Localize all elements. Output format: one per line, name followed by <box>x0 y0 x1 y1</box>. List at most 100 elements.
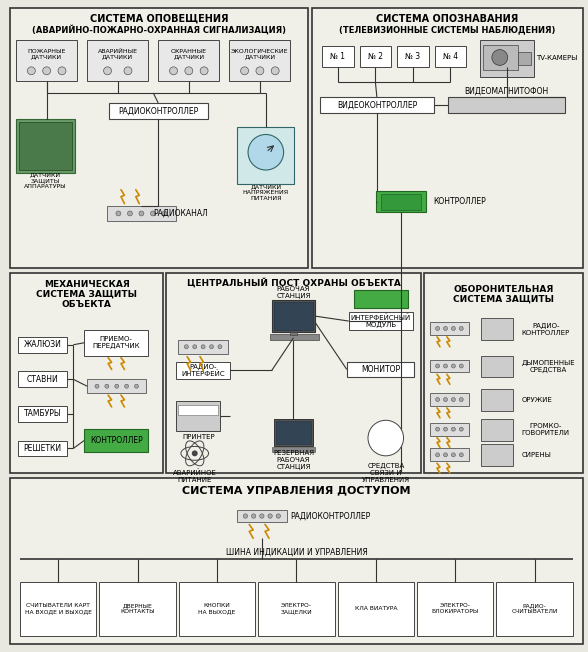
Bar <box>10 273 163 473</box>
Circle shape <box>436 453 440 457</box>
Circle shape <box>459 453 463 457</box>
Text: ОРУЖИЕ: ОРУЖИЕ <box>522 397 552 403</box>
Bar <box>430 359 469 372</box>
Circle shape <box>209 345 213 349</box>
Text: АВАРИЙНОЕ
ПИТАНИЕ: АВАРИЙНОЕ ПИТАНИЕ <box>173 469 216 483</box>
Text: ВИДЕОКОНТРОЛЛЕР: ВИДЕОКОНТРОЛЛЕР <box>337 100 417 110</box>
Text: ЖАЛЮЗИ: ЖАЛЮЗИ <box>24 340 62 349</box>
Bar <box>87 379 146 393</box>
Bar <box>272 447 315 452</box>
Bar <box>18 372 68 387</box>
Circle shape <box>193 345 197 349</box>
Text: СИРЕНЫ: СИРЕНЫ <box>522 452 552 458</box>
Text: РАДИО-
ИНТЕРФЕЙС: РАДИО- ИНТЕРФЕЙС <box>181 363 225 378</box>
Bar <box>178 340 228 353</box>
Circle shape <box>125 384 129 388</box>
Bar <box>229 40 290 81</box>
Text: ШИНА ИНДИКАЦИИ И УПРАВЛЕНИЯ: ШИНА ИНДИКАЦИИ И УПРАВЛЕНИЯ <box>226 548 368 557</box>
Circle shape <box>201 345 205 349</box>
Bar <box>347 362 414 378</box>
Bar <box>430 449 469 461</box>
Text: СИСТЕМА УПРАВЛЕНИЯ ДОСТУПОМ: СИСТЕМА УПРАВЛЕНИЯ ДОСТУПОМ <box>182 485 410 495</box>
Bar <box>430 422 469 436</box>
Bar <box>237 510 286 522</box>
Circle shape <box>443 427 447 431</box>
Bar <box>481 355 513 378</box>
Bar <box>424 273 583 473</box>
Text: ОБОРОНИТЕЛЬНАЯ
СИСТЕМА ЗАЩИТЫ: ОБОРОНИТЕЛЬНАЯ СИСТЕМА ЗАЩИТЫ <box>453 285 554 304</box>
Circle shape <box>243 514 248 518</box>
Text: ЭКОЛОГИЧЕСКИЕ
ДАТЧИКИ: ЭКОЛОГИЧЕСКИЕ ДАТЧИКИ <box>231 49 289 59</box>
Bar <box>84 330 148 355</box>
Circle shape <box>452 427 455 431</box>
Bar <box>289 332 298 335</box>
Text: № 4: № 4 <box>443 52 458 61</box>
Circle shape <box>368 421 403 456</box>
Circle shape <box>443 327 447 331</box>
Circle shape <box>135 384 138 388</box>
Bar <box>312 8 583 268</box>
Circle shape <box>252 514 256 518</box>
Text: РАДИОКАНАЛ: РАДИОКАНАЛ <box>153 209 208 218</box>
Bar <box>338 582 414 636</box>
Circle shape <box>443 398 447 402</box>
Text: (АВАРИЙНО-ПОЖАРНО-ОХРАННАЯ СИГНАЛИЗАЦИЯ): (АВАРИЙНО-ПОЖАРНО-ОХРАННАЯ СИГНАЛИЗАЦИЯ) <box>32 25 286 35</box>
Text: ЭЛЕКТРО-
ЗАЩЕЛКИ: ЭЛЕКТРО- ЗАЩЕЛКИ <box>280 604 312 614</box>
Text: ГРОМКО-
ГОВОРИТЕЛИ: ГРОМКО- ГОВОРИТЕЛИ <box>522 423 570 436</box>
Bar <box>270 334 319 340</box>
Text: СРЕДСТВА
СВЯЗИ И
УПРАВЛЕНИЯ: СРЕДСТВА СВЯЗИ И УПРАВЛЕНИЯ <box>362 463 410 483</box>
Circle shape <box>459 427 463 431</box>
Circle shape <box>268 514 272 518</box>
Bar <box>449 97 565 113</box>
Text: РАБОЧАЯ
СТАНЦИЯ: РАБОЧАЯ СТАНЦИЯ <box>276 286 310 299</box>
Circle shape <box>260 514 264 518</box>
Text: СЧИТЫВАТЕЛИ КАРТ
НА ВХОДЕ И ВЫХОДЕ: СЧИТЫВАТЕЛИ КАРТ НА ВХОДЕ И ВЫХОДЕ <box>25 604 92 614</box>
Bar <box>18 406 68 422</box>
Text: КОНТРОЛЛЕР: КОНТРОЛЛЕР <box>433 197 486 206</box>
Circle shape <box>128 211 132 216</box>
Text: РАДИОКОНТРОЛЛЕР: РАДИОКОНТРОЛЛЕР <box>290 512 371 520</box>
Bar <box>178 405 218 415</box>
Text: ОХРАННЫЕ
ДАТЧИКИ: ОХРАННЫЕ ДАТЧИКИ <box>171 49 207 59</box>
Text: РЕЗЕРВНАЯ
РАБОЧАЯ
СТАНЦИЯ: РЕЗЕРВНАЯ РАБОЧАЯ СТАНЦИЯ <box>273 450 314 470</box>
Circle shape <box>192 451 198 456</box>
Bar <box>87 40 148 81</box>
Text: ПРИЕМО-
ПЕРЕДАТЧИК: ПРИЕМО- ПЕРЕДАТЧИК <box>92 336 140 349</box>
Text: КОНТРОЛЛЕР: КОНТРОЛЛЕР <box>90 436 143 445</box>
Text: ТАМБУРЫ: ТАМБУРЫ <box>24 409 62 419</box>
Circle shape <box>169 67 178 75</box>
Bar <box>20 582 96 636</box>
Bar <box>176 362 230 379</box>
Circle shape <box>492 50 507 65</box>
Bar <box>10 478 583 644</box>
Bar <box>481 445 513 466</box>
Circle shape <box>459 327 463 331</box>
Bar <box>480 40 534 77</box>
Circle shape <box>436 327 440 331</box>
Text: ВИДЕОМАГНИТОФОН: ВИДЕОМАГНИТОФОН <box>465 87 549 96</box>
Bar <box>483 44 517 70</box>
Bar <box>19 122 72 170</box>
Text: ДВЕРНЫЕ
КОНТАКТЫ: ДВЕРНЫЕ КОНТАКТЫ <box>121 604 155 614</box>
Bar <box>179 582 255 636</box>
Text: КНОПКИ
НА ВЫХОДЕ: КНОПКИ НА ВЫХОДЕ <box>198 604 236 614</box>
Text: ЦЕНТРАЛЬНЫЙ ПОСТ ОХРАНЫ ОБЪЕКТА: ЦЕНТРАЛЬНЫЙ ПОСТ ОХРАНЫ ОБЪЕКТА <box>186 278 400 288</box>
Circle shape <box>43 67 51 75</box>
Circle shape <box>58 67 66 75</box>
Circle shape <box>256 67 264 75</box>
Bar <box>320 97 433 113</box>
Text: РАДИО-
СЧИТЫВАТЕЛИ: РАДИО- СЧИТЫВАТЕЛИ <box>512 604 558 614</box>
Bar <box>430 393 469 406</box>
Bar <box>107 205 176 222</box>
Bar <box>430 322 469 335</box>
Circle shape <box>124 67 132 75</box>
Circle shape <box>459 398 463 402</box>
Bar <box>99 582 176 636</box>
Text: АВАРИЙНЫЕ
ДАТЧИКИ: АВАРИЙНЫЕ ДАТЧИКИ <box>98 49 138 59</box>
Circle shape <box>95 384 99 388</box>
Text: РАДИО-
КОНТРОЛЛЕР: РАДИО- КОНТРОЛЛЕР <box>522 322 570 336</box>
Circle shape <box>103 67 112 75</box>
Bar <box>109 103 208 119</box>
Text: СИСТЕМА ОПОЗНАВАНИЯ: СИСТЕМА ОПОЗНАВАНИЯ <box>376 14 519 24</box>
Text: (ТЕЛЕВИЗИОННЫЕ СИСТЕМЫ НАБЛЮДЕНИЯ): (ТЕЛЕВИЗИОННЫЕ СИСТЕМЫ НАБЛЮДЕНИЯ) <box>339 25 556 35</box>
